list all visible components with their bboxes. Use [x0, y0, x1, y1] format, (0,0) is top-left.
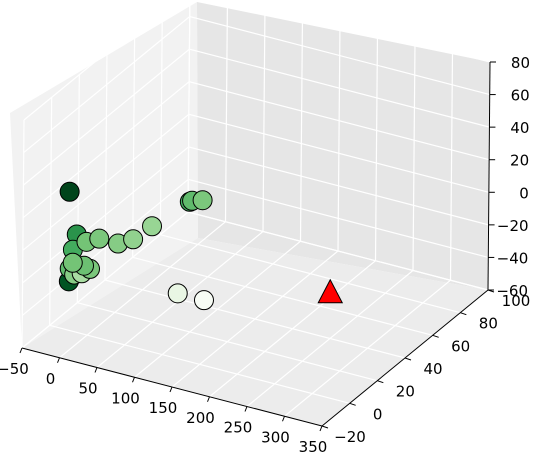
circle-marker	[89, 228, 110, 249]
x-tick-label: 250	[224, 419, 253, 437]
x-tick-label: −50	[0, 360, 29, 378]
z-axis-line	[487, 61, 491, 291]
x-tick-mark	[132, 377, 135, 383]
x-tick-label: 100	[111, 389, 140, 407]
z-tick-label: 20	[510, 152, 529, 170]
z-tick-label: 0	[519, 184, 529, 202]
y-tick-mark	[460, 312, 467, 316]
z-axis-ticks: −60 −40 −20 0 20 40 60 80	[488, 54, 530, 300]
circle-marker	[193, 290, 214, 311]
z-gridline	[23, 0, 491, 121]
y-tick-mark	[349, 402, 356, 406]
x-tick-label: 350	[299, 438, 328, 456]
z-tick-label: −40	[497, 249, 529, 267]
triangle-marker	[317, 278, 344, 304]
z-tick-label: 40	[510, 119, 529, 137]
z-tick-label: −20	[497, 217, 529, 235]
z-gridline	[22, 113, 490, 251]
y-tick-label: −20	[334, 428, 366, 446]
circle-marker	[123, 229, 144, 250]
circle-marker	[59, 181, 80, 202]
y-tick-label: 40	[423, 360, 442, 378]
y-tick-label: 100	[502, 292, 531, 310]
z-gridline	[21, 211, 489, 349]
circle-marker	[62, 252, 83, 273]
circle-marker	[167, 283, 188, 304]
z-tick-label: 60	[511, 87, 530, 105]
z-tick-label: −60	[496, 282, 528, 300]
x-tick-mark	[319, 425, 323, 432]
y-tick-mark	[321, 425, 329, 429]
z-gridline	[23, 48, 490, 186]
y-tick-mark	[404, 357, 412, 361]
x-tick-label: 50	[78, 380, 97, 398]
z-gridline	[23, 15, 490, 154]
x-tick-mark	[19, 347, 23, 354]
x-tick-mark	[244, 406, 248, 412]
circle-marker	[142, 216, 163, 237]
y-tick-mark	[377, 380, 384, 384]
y-tick-label: 60	[451, 337, 470, 355]
y-tick-label: 80	[479, 315, 498, 333]
data-points	[58, 181, 344, 311]
x-tick-mark	[169, 386, 173, 393]
y-tick-mark	[432, 334, 439, 338]
y-tick-label: 0	[373, 405, 383, 423]
x-tick-label: 300	[261, 428, 290, 446]
x-tick-label: 0	[46, 370, 56, 388]
x-tick-mark	[282, 416, 285, 422]
x-axis-ticks: −50 0 50 100 150 200 250 300 350	[0, 347, 328, 456]
back-pane	[197, 2, 490, 290]
x-tick-mark	[207, 396, 210, 402]
z-tick-label: 80	[511, 54, 530, 72]
axes-panes	[10, 2, 490, 426]
x-tick-mark	[94, 367, 98, 373]
x-tick-label: 150	[149, 399, 178, 417]
x-tick-label: 200	[186, 409, 215, 427]
y-tick-label: 20	[396, 383, 415, 401]
z-gridline	[22, 81, 490, 219]
x-tick-mark	[57, 357, 60, 363]
circle-marker	[192, 190, 213, 211]
